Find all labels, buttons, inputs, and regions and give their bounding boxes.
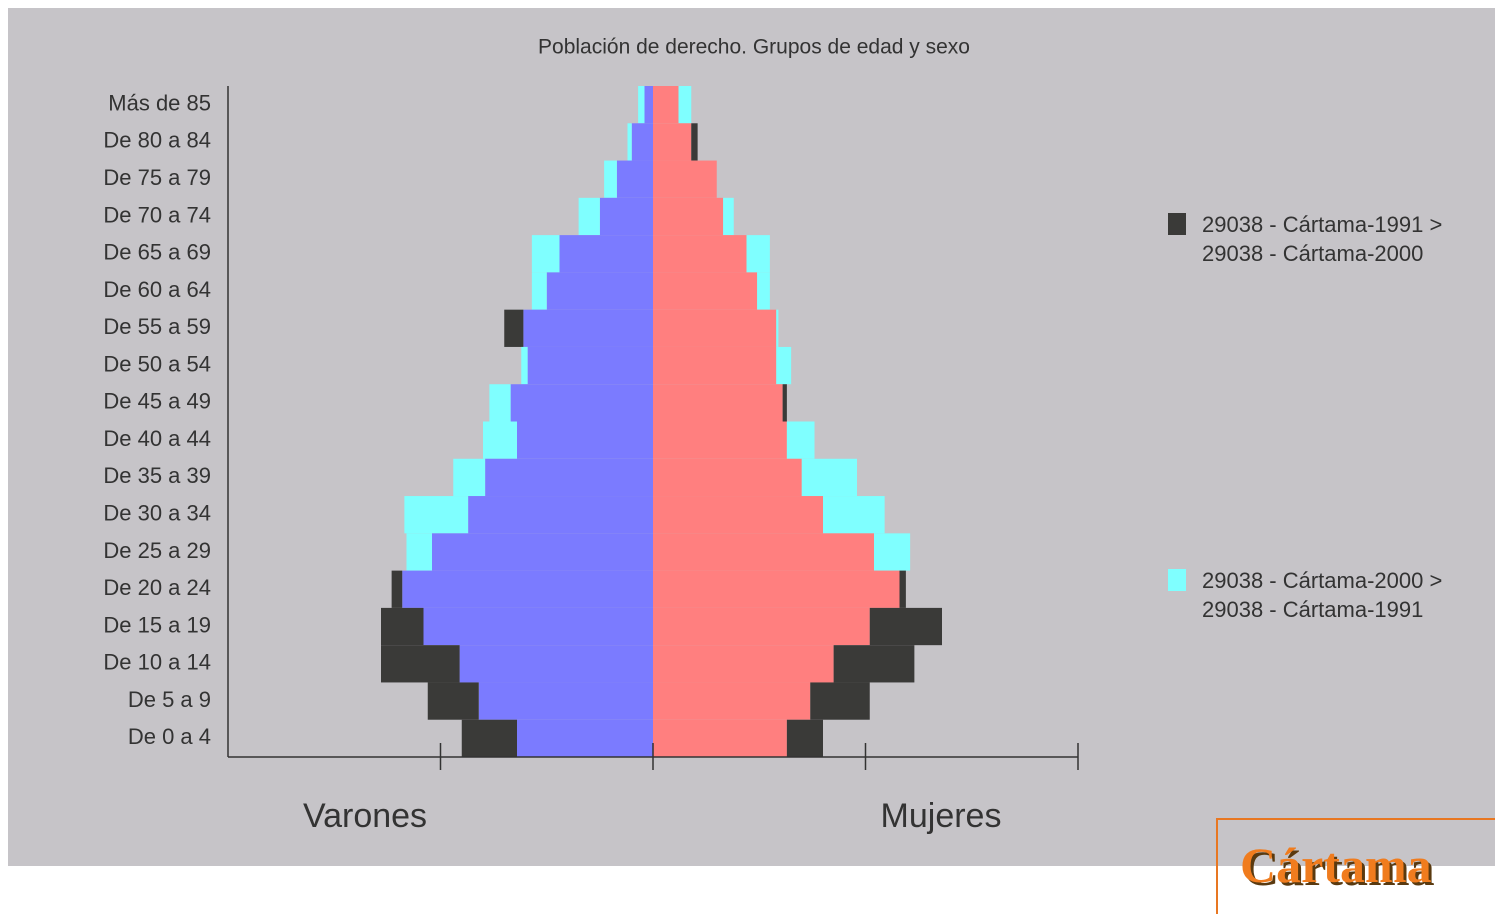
bar bbox=[485, 458, 653, 497]
bar-difference bbox=[782, 384, 787, 422]
y-tick-label: De 40 a 44 bbox=[103, 426, 211, 451]
y-tick-label: De 75 a 79 bbox=[103, 165, 211, 190]
bar-difference bbox=[899, 570, 906, 608]
bar bbox=[478, 682, 653, 720]
bar bbox=[653, 496, 823, 534]
bar bbox=[653, 272, 758, 310]
chart-title: Población de derecho. Grupos de edad y s… bbox=[538, 36, 970, 59]
bar bbox=[432, 533, 653, 571]
bar-difference bbox=[746, 235, 770, 273]
group-label: Mujeres bbox=[881, 797, 1002, 835]
bar-difference bbox=[531, 235, 560, 273]
legend-label: 29038 - Cártama-2000 > 29038 - Cártama-1… bbox=[1202, 568, 1443, 622]
y-tick-label: De 55 a 59 bbox=[103, 314, 211, 339]
bar-difference bbox=[678, 86, 692, 124]
bar bbox=[546, 272, 653, 310]
bar-difference bbox=[776, 309, 779, 347]
bar-difference bbox=[489, 384, 511, 422]
bar-difference bbox=[578, 197, 600, 236]
y-tick-label: De 65 a 69 bbox=[103, 240, 211, 265]
y-tick-label: Más de 85 bbox=[108, 90, 211, 115]
bar bbox=[527, 346, 653, 385]
bar-difference bbox=[504, 309, 524, 347]
y-tick-label: De 15 a 19 bbox=[103, 612, 211, 637]
legend-swatch bbox=[1168, 569, 1186, 591]
bar-difference bbox=[638, 86, 645, 124]
legend-swatch bbox=[1168, 213, 1186, 235]
bar bbox=[653, 346, 777, 385]
y-tick-label: De 60 a 64 bbox=[103, 277, 211, 302]
bar bbox=[517, 719, 653, 757]
y-tick-label: De 5 a 9 bbox=[128, 687, 211, 712]
bar bbox=[653, 682, 811, 720]
bar bbox=[402, 570, 653, 608]
y-tick-label: De 45 a 49 bbox=[103, 389, 211, 414]
bar-difference bbox=[521, 346, 528, 385]
y-tick-label: De 80 a 84 bbox=[103, 128, 211, 153]
bar-difference bbox=[786, 719, 823, 757]
bar-difference bbox=[801, 458, 857, 497]
badge: Cártama bbox=[1216, 818, 1495, 914]
bar-difference bbox=[757, 272, 770, 310]
y-tick-label: De 25 a 29 bbox=[103, 538, 211, 563]
bar bbox=[653, 309, 777, 347]
y-tick-label: De 70 a 74 bbox=[103, 202, 211, 227]
bar bbox=[653, 607, 870, 646]
bar-difference bbox=[404, 496, 469, 534]
bar bbox=[523, 309, 653, 347]
bar bbox=[653, 197, 724, 236]
bar-difference bbox=[691, 123, 698, 161]
bar-difference bbox=[723, 197, 734, 236]
bar bbox=[510, 384, 653, 422]
bar bbox=[423, 607, 653, 646]
y-tick-label: De 50 a 54 bbox=[103, 351, 211, 376]
bar-difference bbox=[833, 645, 915, 683]
group-label: Varones bbox=[303, 797, 427, 835]
bar bbox=[653, 384, 783, 422]
y-tick-label: De 10 a 14 bbox=[103, 650, 211, 675]
bar-difference bbox=[391, 570, 403, 608]
bar bbox=[599, 197, 653, 236]
bar bbox=[468, 496, 653, 534]
bar bbox=[559, 235, 653, 273]
bar bbox=[653, 123, 692, 161]
bar bbox=[653, 533, 874, 571]
y-tick-label: De 30 a 34 bbox=[103, 501, 211, 526]
y-tick-label: De 0 a 4 bbox=[128, 724, 211, 749]
bar bbox=[631, 123, 653, 161]
bar-difference bbox=[874, 533, 911, 571]
bar-difference bbox=[604, 160, 617, 198]
bar-difference bbox=[869, 607, 942, 646]
bar-difference bbox=[531, 272, 547, 310]
bar bbox=[653, 421, 787, 459]
bar-difference bbox=[627, 123, 632, 161]
y-tick-label: De 20 a 24 bbox=[103, 575, 211, 600]
bar bbox=[653, 86, 679, 124]
bar bbox=[517, 421, 653, 459]
bar bbox=[653, 570, 900, 608]
bar-difference bbox=[810, 682, 870, 720]
bar bbox=[616, 160, 653, 198]
bar-difference bbox=[776, 346, 792, 385]
y-tick-label: De 35 a 39 bbox=[103, 463, 211, 488]
bar-difference bbox=[786, 421, 815, 459]
bar-difference bbox=[453, 458, 486, 497]
bar bbox=[459, 645, 653, 683]
bar bbox=[653, 719, 787, 757]
bar bbox=[653, 235, 747, 273]
bar bbox=[653, 458, 802, 497]
bar bbox=[644, 86, 653, 124]
bar-difference bbox=[483, 421, 517, 459]
bar-difference bbox=[823, 496, 885, 534]
bar bbox=[653, 645, 834, 683]
bar-difference bbox=[427, 682, 479, 720]
legend-label: 29038 - Cártama-1991 > 29038 - Cártama-2… bbox=[1202, 212, 1443, 266]
bar bbox=[653, 160, 717, 198]
bar-difference bbox=[406, 533, 432, 571]
bar-difference bbox=[381, 607, 424, 646]
bar-difference bbox=[381, 645, 460, 683]
bar-difference bbox=[461, 719, 517, 757]
